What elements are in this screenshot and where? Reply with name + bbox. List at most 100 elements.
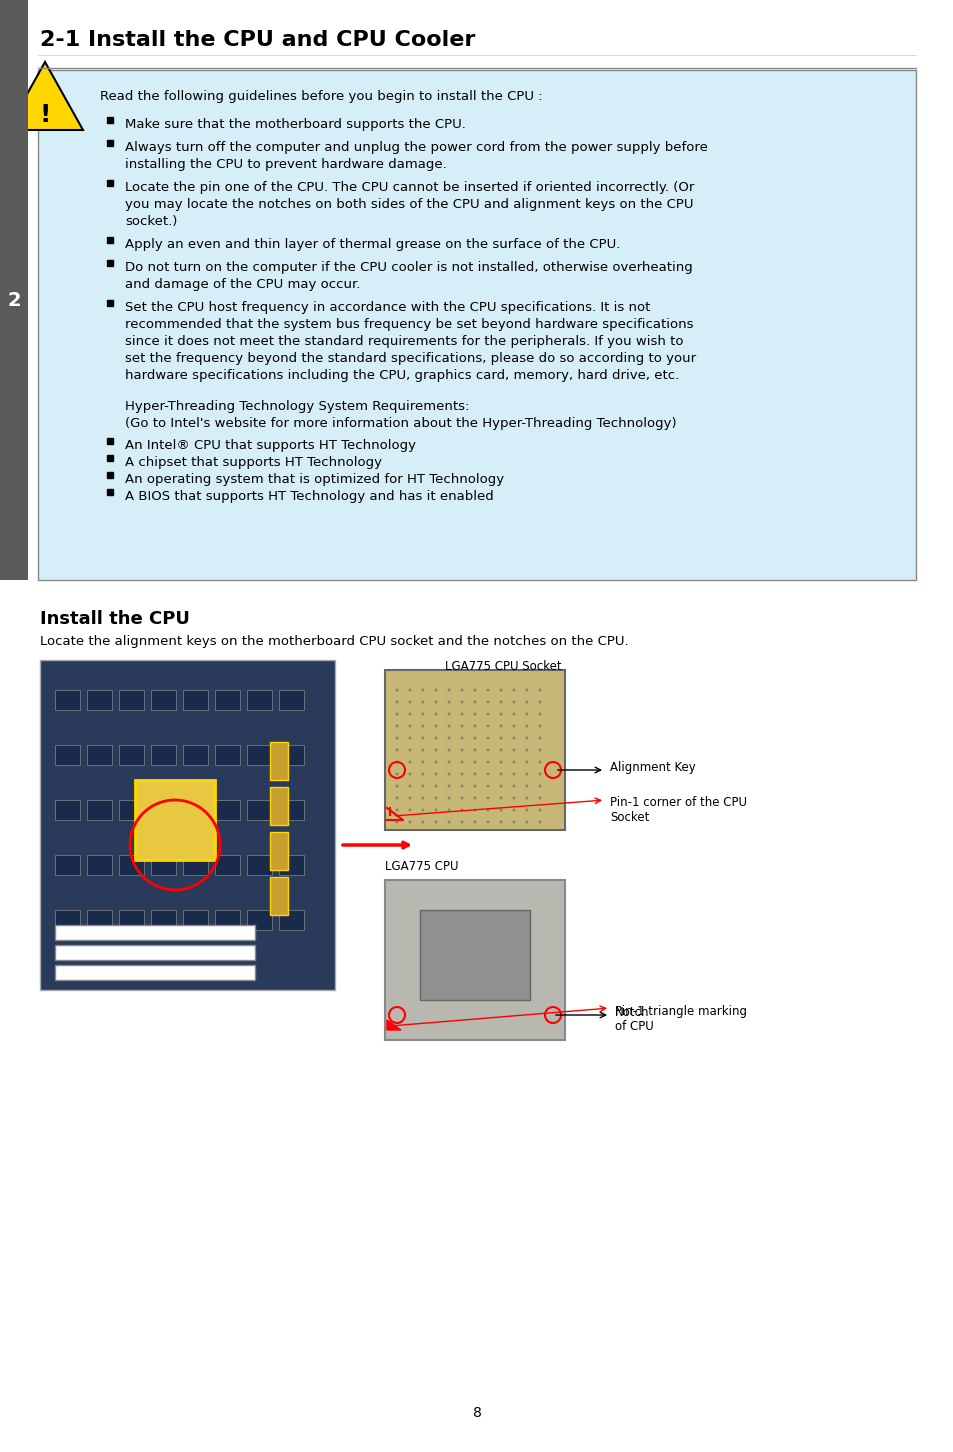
FancyBboxPatch shape (55, 745, 80, 765)
FancyBboxPatch shape (183, 855, 208, 876)
Circle shape (408, 713, 411, 716)
Circle shape (499, 809, 502, 812)
Text: A chipset that supports HT Technology: A chipset that supports HT Technology (125, 456, 381, 469)
FancyBboxPatch shape (183, 745, 208, 765)
Circle shape (512, 772, 515, 775)
Text: Notch: Notch (615, 1005, 649, 1018)
Circle shape (499, 772, 502, 775)
Text: LGA775 CPU: LGA775 CPU (385, 860, 458, 873)
Text: Set the CPU host frequency in accordance with the CPU specifications. It is not: Set the CPU host frequency in accordance… (125, 301, 650, 314)
Circle shape (395, 772, 398, 775)
FancyBboxPatch shape (38, 70, 915, 579)
Circle shape (447, 820, 450, 823)
FancyBboxPatch shape (151, 910, 175, 929)
FancyBboxPatch shape (247, 690, 272, 710)
Circle shape (512, 688, 515, 691)
Circle shape (499, 748, 502, 752)
FancyBboxPatch shape (183, 800, 208, 820)
Text: since it does not meet the standard requirements for the peripherals. If you wis: since it does not meet the standard requ… (125, 335, 682, 348)
FancyBboxPatch shape (87, 855, 112, 876)
Circle shape (434, 713, 437, 716)
Text: hardware specifications including the CPU, graphics card, memory, hard drive, et: hardware specifications including the CP… (125, 369, 679, 382)
FancyBboxPatch shape (0, 0, 28, 579)
Circle shape (447, 700, 450, 704)
FancyBboxPatch shape (87, 800, 112, 820)
Circle shape (499, 725, 502, 727)
Circle shape (525, 736, 528, 739)
FancyBboxPatch shape (214, 745, 240, 765)
Circle shape (486, 772, 489, 775)
Circle shape (408, 820, 411, 823)
Circle shape (434, 688, 437, 691)
Text: An Intel® CPU that supports HT Technology: An Intel® CPU that supports HT Technolog… (125, 439, 416, 452)
Circle shape (525, 809, 528, 812)
Circle shape (395, 748, 398, 752)
Circle shape (512, 736, 515, 739)
Circle shape (486, 713, 489, 716)
FancyBboxPatch shape (119, 910, 144, 929)
Circle shape (499, 797, 502, 800)
Circle shape (537, 820, 541, 823)
Circle shape (434, 700, 437, 704)
FancyBboxPatch shape (151, 855, 175, 876)
Circle shape (434, 820, 437, 823)
Text: Pin-1 corner of the CPU
Socket: Pin-1 corner of the CPU Socket (609, 796, 746, 823)
FancyBboxPatch shape (214, 800, 240, 820)
Circle shape (460, 713, 463, 716)
Circle shape (537, 688, 541, 691)
Circle shape (499, 700, 502, 704)
Circle shape (525, 772, 528, 775)
Circle shape (499, 736, 502, 739)
Circle shape (421, 761, 424, 764)
FancyBboxPatch shape (119, 855, 144, 876)
Circle shape (460, 784, 463, 787)
FancyBboxPatch shape (135, 780, 214, 860)
FancyBboxPatch shape (270, 877, 288, 915)
Circle shape (525, 700, 528, 704)
Circle shape (395, 797, 398, 800)
Circle shape (447, 748, 450, 752)
Circle shape (434, 748, 437, 752)
Circle shape (473, 700, 476, 704)
Circle shape (473, 761, 476, 764)
FancyBboxPatch shape (55, 800, 80, 820)
Circle shape (434, 772, 437, 775)
Text: LGA775 CPU Socket: LGA775 CPU Socket (444, 661, 561, 672)
Circle shape (421, 688, 424, 691)
FancyBboxPatch shape (270, 742, 288, 780)
Circle shape (421, 725, 424, 727)
Circle shape (447, 725, 450, 727)
Text: recommended that the system bus frequency be set beyond hardware specifications: recommended that the system bus frequenc… (125, 318, 693, 331)
Circle shape (408, 772, 411, 775)
Circle shape (486, 784, 489, 787)
Circle shape (460, 797, 463, 800)
Circle shape (473, 725, 476, 727)
Circle shape (499, 761, 502, 764)
Text: set the frequency beyond the standard specifications, please do so according to : set the frequency beyond the standard sp… (125, 351, 696, 364)
Text: 8: 8 (472, 1406, 481, 1420)
FancyBboxPatch shape (151, 800, 175, 820)
Circle shape (395, 713, 398, 716)
Circle shape (395, 736, 398, 739)
Circle shape (512, 725, 515, 727)
Circle shape (537, 784, 541, 787)
FancyBboxPatch shape (119, 690, 144, 710)
Circle shape (395, 809, 398, 812)
Circle shape (460, 809, 463, 812)
Text: installing the CPU to prevent hardware damage.: installing the CPU to prevent hardware d… (125, 158, 446, 171)
Text: (Go to Intel's website for more information about the Hyper-Threading Technology: (Go to Intel's website for more informat… (125, 417, 676, 430)
Circle shape (512, 761, 515, 764)
Circle shape (473, 688, 476, 691)
FancyBboxPatch shape (55, 966, 254, 980)
Circle shape (499, 784, 502, 787)
Text: Do not turn on the computer if the CPU cooler is not installed, otherwise overhe: Do not turn on the computer if the CPU c… (125, 261, 692, 274)
Circle shape (486, 736, 489, 739)
Circle shape (525, 784, 528, 787)
Circle shape (486, 820, 489, 823)
Circle shape (537, 748, 541, 752)
FancyBboxPatch shape (247, 910, 272, 929)
Circle shape (473, 784, 476, 787)
Circle shape (421, 700, 424, 704)
FancyBboxPatch shape (270, 787, 288, 825)
Circle shape (434, 809, 437, 812)
